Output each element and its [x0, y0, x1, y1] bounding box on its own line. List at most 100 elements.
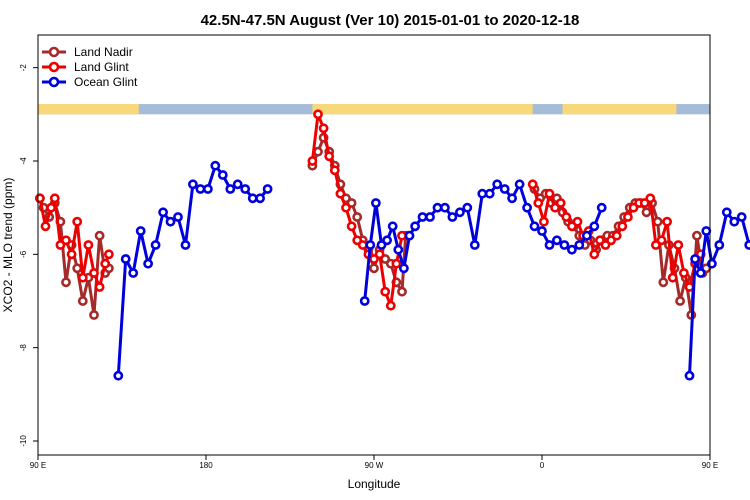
land-glint-point-2-21: [645, 193, 656, 204]
land-nadir-point-0-7: [72, 263, 83, 274]
land-nadir-point-0-5: [61, 277, 71, 288]
land-glint-point-2-0: [527, 179, 538, 190]
legend-label-land-glint: Land Glint: [74, 60, 129, 74]
land-nadir-point-0-10: [89, 310, 99, 320]
ocean-glint-point-1-6: [393, 244, 404, 255]
land-glint-point-0-5: [61, 235, 71, 246]
land-glint-point-1-16: [397, 230, 407, 241]
ocean-glint-point-0-5: [150, 240, 161, 250]
land-glint-point-2-24: [662, 216, 672, 227]
ocean-glint-point-2-7: [729, 216, 740, 227]
ocean-glint-point-1-9: [410, 221, 420, 232]
land-glint-point-2-23: [656, 235, 667, 246]
ocean-glint-point-1-4: [382, 235, 392, 246]
ocean-glint-point-1-30: [567, 244, 577, 255]
land-glint-point-2-3: [544, 188, 555, 199]
y-axis-label: XCO2 - MLO trend (ppm): [1, 178, 15, 313]
land-glint-point-1-6: [341, 202, 351, 213]
land-glint-point-2-1: [533, 198, 544, 208]
ocean-glint-point-1-0: [359, 296, 370, 306]
land-nadir-point-1-16: [397, 286, 407, 297]
ocean-glint-point-0-9: [180, 240, 191, 250]
ocean-glint-point-0-2: [128, 268, 139, 278]
ocean-glint-point-1-10: [417, 212, 428, 222]
land-nadir-point-0-8: [77, 296, 88, 306]
land-glint-point-0-11: [94, 282, 105, 292]
x-tick-label-4: 90 E: [702, 461, 718, 470]
land-glint-point-2-28: [684, 282, 695, 292]
ocean-glint-point-1-21: [499, 184, 510, 194]
ocean-glint-point-2-0: [684, 370, 695, 381]
ocean-glint-point-0-12: [202, 184, 213, 194]
ocean-glint-point-1-15: [454, 207, 465, 218]
land-glint-point-1-14: [385, 300, 396, 311]
ocean-glint-point-1-7: [398, 263, 409, 274]
land-glint-line-1: [310, 112, 404, 308]
land-glint-point-2-17: [623, 212, 633, 222]
ocean-glint-point-2-6: [721, 207, 732, 218]
legend-label-ocean-glint: Ocean Glint: [74, 75, 138, 89]
land-glint-point-2-8: [572, 216, 583, 227]
ocean-glint-point-1-16: [462, 202, 473, 213]
ocean-glint-point-1-5: [387, 221, 398, 232]
y-tick-label-0: -2: [19, 64, 28, 72]
ocean-glint-point-0-0: [113, 370, 124, 381]
y-axis: -2 -4 -6 -8 -10: [19, 64, 38, 447]
strip-land-0: [38, 104, 139, 115]
ocean-glint-point-0-1: [120, 254, 131, 264]
land-glint-point-2-5: [555, 198, 566, 208]
land-glint-point-2-11: [589, 249, 600, 260]
ocean-glint-point-1-14: [447, 212, 458, 222]
ocean-glint-point-1-29: [559, 240, 570, 250]
ocean-glint-point-2-9: [744, 240, 750, 250]
ocean-glint-point-1-22: [507, 193, 517, 204]
ocean-glint-point-1-31: [574, 240, 585, 250]
ocean-glint-point-0-8: [173, 212, 183, 222]
land-glint-point-1-13: [380, 286, 391, 297]
land-glint-point-2-2: [539, 216, 549, 227]
ocean-glint-point-1-24: [522, 202, 532, 213]
land-glint-point-0-7: [72, 216, 83, 227]
legend-marker-land-nadir: [48, 46, 60, 58]
land-glint-point-2-15: [611, 230, 622, 241]
ocean-glint-point-0-10: [187, 179, 198, 190]
legend-label-land-nadir: Land Nadir: [74, 45, 133, 59]
ocean-glint-point-0-13: [210, 160, 221, 171]
y-tick-label-2: -6: [19, 250, 28, 258]
y-tick-label-4: -10: [19, 435, 28, 447]
ocean-glint-point-1-32: [581, 230, 592, 241]
ocean-glint-point-0-11: [195, 184, 206, 194]
legend-marker-land-glint: [48, 61, 60, 73]
land-glint-point-1-5: [335, 188, 346, 199]
ocean-glint-point-2-4: [707, 258, 717, 269]
strip-land-1: [312, 104, 533, 115]
ocean-glint-point-0-14: [217, 170, 228, 180]
land-glint-point-0-9: [83, 240, 94, 250]
ocean-glint-point-1-33: [589, 221, 600, 232]
ocean-glint-point-0-17: [240, 184, 251, 194]
ocean-glint-point-1-17: [469, 240, 480, 250]
ocean-glint-point-0-20: [262, 184, 273, 194]
land-glint-point-0-12: [100, 258, 111, 269]
land-nadir-point-2-29: [692, 230, 702, 241]
land-nadir-point-0-11: [94, 230, 105, 241]
ocean-glint-point-1-26: [537, 226, 547, 236]
ocean-glint-point-0-4: [143, 258, 153, 269]
land-nadir-point-2-22: [652, 216, 663, 227]
ocean-glint-point-0-15: [225, 184, 236, 194]
land-glint-point-2-25: [667, 272, 678, 283]
ocean-glint-point-0-3: [135, 226, 146, 236]
ocean-glint-point-1-28: [552, 235, 562, 246]
land-glint-point-0-0: [35, 193, 45, 204]
x-tick-label-0: 90 E: [30, 461, 46, 470]
land-glint-point-0-8: [77, 272, 88, 283]
land-glint-point-1-9: [357, 240, 368, 250]
land-glint-point-2-16: [617, 221, 628, 232]
land-nadir-point-2-20: [641, 207, 652, 218]
chart-title: 42.5N-47.5N August (Ver 10) 2015-01-01 t…: [201, 12, 580, 29]
x-tick-label-1: 180: [199, 461, 213, 470]
ocean-glint-point-2-2: [695, 268, 706, 278]
ocean-glint-point-0-7: [165, 216, 176, 227]
ocean-glint-point-1-27: [544, 240, 555, 250]
